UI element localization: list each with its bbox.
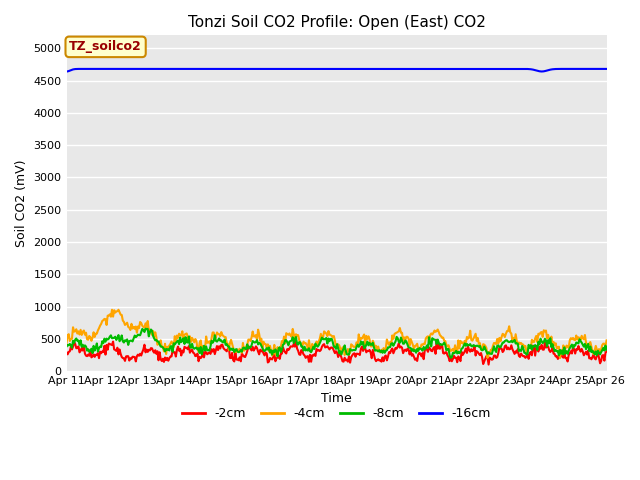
Title: Tonzi Soil CO2 Profile: Open (East) CO2: Tonzi Soil CO2 Profile: Open (East) CO2 <box>188 15 486 30</box>
X-axis label: Time: Time <box>321 392 352 405</box>
Text: TZ_soilco2: TZ_soilco2 <box>69 40 142 53</box>
Legend: -2cm, -4cm, -8cm, -16cm: -2cm, -4cm, -8cm, -16cm <box>177 402 496 425</box>
Y-axis label: Soil CO2 (mV): Soil CO2 (mV) <box>15 159 28 247</box>
